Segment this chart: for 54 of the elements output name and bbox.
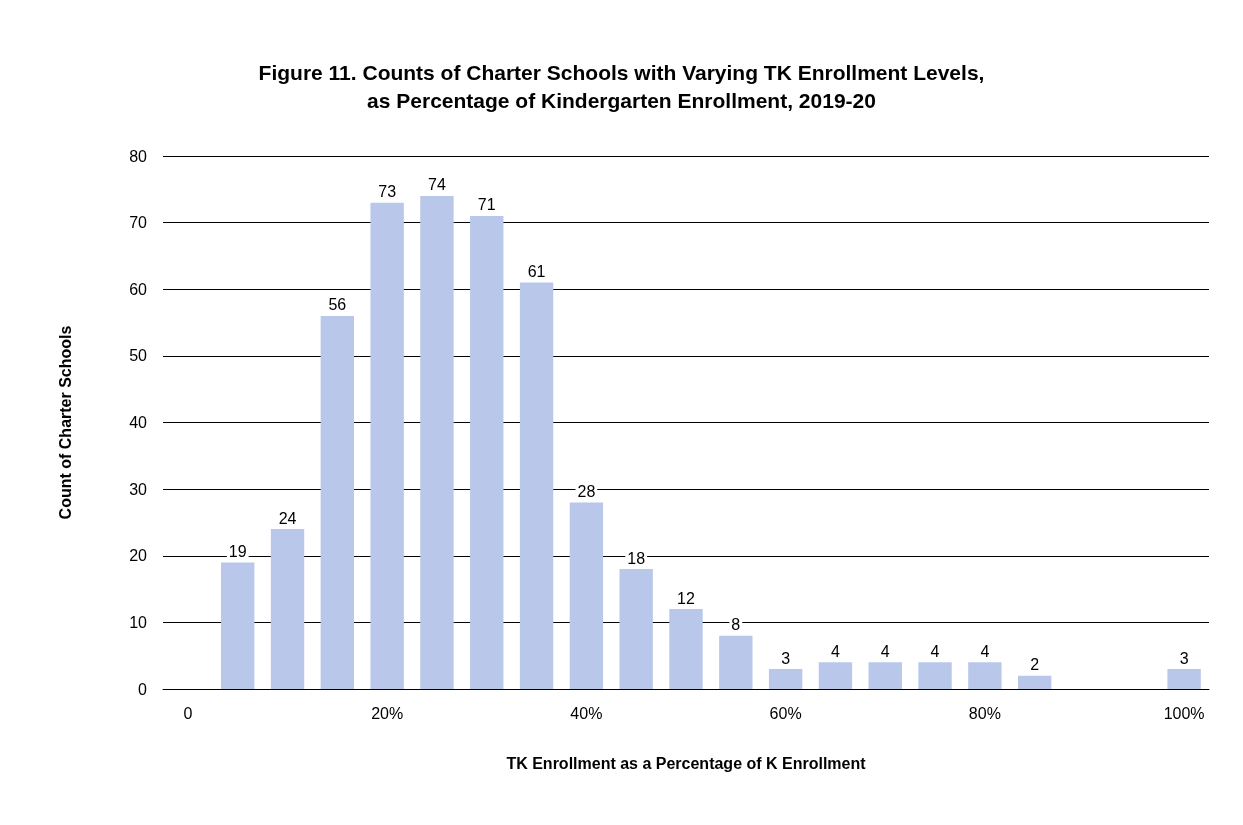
y-tick-label: 70 [129, 214, 148, 232]
bar [719, 635, 753, 689]
x-tick-label: 20% [371, 704, 404, 722]
bar [768, 669, 803, 689]
x-tick-label: 0 [183, 704, 193, 722]
data-label: 12 [677, 589, 695, 607]
bar [918, 662, 952, 689]
data-label: 2 [1030, 656, 1040, 674]
x-axis-title: TK Enrollment as a Percentage of K Enrollment [506, 754, 867, 772]
bar [370, 202, 404, 689]
x-tick-label: 40% [570, 704, 603, 722]
x-tick-label: 80% [968, 704, 1001, 722]
bar [221, 562, 255, 689]
bar [818, 662, 853, 689]
data-label: 61 [527, 263, 546, 281]
data-label: 19 [228, 542, 247, 560]
data-label: 74 [428, 176, 446, 194]
bar [868, 662, 902, 689]
data-label: 4 [880, 642, 890, 660]
data-label: 8 [731, 616, 741, 634]
data-label: 71 [477, 196, 496, 214]
bar [519, 282, 554, 689]
y-tick-label: 0 [138, 680, 148, 698]
data-label: 4 [830, 642, 840, 660]
bar [420, 195, 454, 689]
y-tick-label: 50 [129, 347, 148, 365]
chart-title: Figure 11. Counts of Charter Schools with Varying TK Enrollment Levels, as Percentage of Kindergarten Enrollment, 2019-20 [258, 60, 985, 112]
bar [669, 609, 703, 689]
bar [470, 215, 504, 689]
data-label: 24 [278, 509, 297, 527]
y-tick-label: 40 [129, 414, 148, 431]
x-tick-label: 60% [769, 704, 802, 722]
bar [968, 662, 1002, 689]
y-tick-label: 30 [129, 480, 148, 498]
data-label: 28 [577, 482, 596, 500]
data-label: 18 [627, 549, 646, 567]
y-tick-label: 20 [129, 547, 148, 565]
bar [569, 502, 604, 689]
data-label: 3 [1179, 649, 1189, 667]
bar [1017, 675, 1052, 689]
y-tick-label: 80 [129, 147, 148, 165]
y-tick-label: 60 [129, 280, 148, 298]
data-label: 3 [781, 649, 791, 667]
y-tick-label: 10 [129, 613, 148, 631]
bar [619, 569, 653, 689]
data-label: 4 [930, 642, 940, 660]
bar [320, 315, 355, 689]
bar [1167, 669, 1201, 689]
data-label: 4 [980, 642, 990, 660]
x-tick-label: 100% [1163, 704, 1205, 722]
data-label: 56 [328, 296, 347, 314]
bar [270, 529, 305, 689]
y-axis-title: Count of Charter Schools [56, 325, 74, 520]
data-label: 73 [378, 183, 397, 201]
